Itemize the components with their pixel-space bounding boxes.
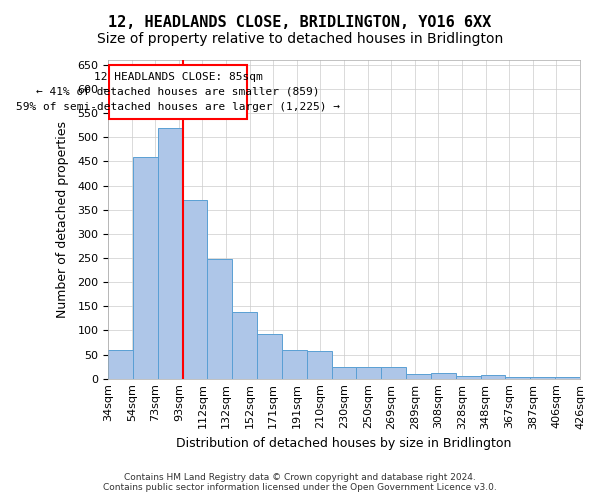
Y-axis label: Number of detached properties: Number of detached properties	[56, 121, 69, 318]
X-axis label: Distribution of detached houses by size in Bridlington: Distribution of detached houses by size …	[176, 437, 512, 450]
Bar	[382, 366, 406, 378]
Text: 12 HEADLANDS CLOSE: 85sqm
← 41% of detached houses are smaller (859)
59% of semi: 12 HEADLANDS CLOSE: 85sqm ← 41% of detac…	[16, 72, 340, 112]
Bar	[133, 156, 158, 378]
Bar	[505, 377, 530, 378]
Bar	[431, 373, 456, 378]
Bar	[108, 350, 133, 378]
Bar	[406, 374, 431, 378]
Bar	[182, 200, 208, 378]
Text: Contains HM Land Registry data © Crown copyright and database right 2024.
Contai: Contains HM Land Registry data © Crown c…	[103, 473, 497, 492]
Bar	[481, 375, 505, 378]
FancyBboxPatch shape	[109, 65, 247, 119]
Bar	[530, 377, 555, 378]
Bar	[307, 351, 332, 378]
Bar	[232, 312, 257, 378]
Bar	[332, 366, 356, 378]
Bar	[257, 334, 282, 378]
Bar	[456, 376, 481, 378]
Bar	[356, 366, 382, 378]
Bar	[555, 377, 580, 378]
Bar	[282, 350, 307, 378]
Text: 12, HEADLANDS CLOSE, BRIDLINGTON, YO16 6XX: 12, HEADLANDS CLOSE, BRIDLINGTON, YO16 6…	[109, 15, 491, 30]
Bar	[158, 128, 182, 378]
Text: Size of property relative to detached houses in Bridlington: Size of property relative to detached ho…	[97, 32, 503, 46]
Bar	[208, 259, 232, 378]
